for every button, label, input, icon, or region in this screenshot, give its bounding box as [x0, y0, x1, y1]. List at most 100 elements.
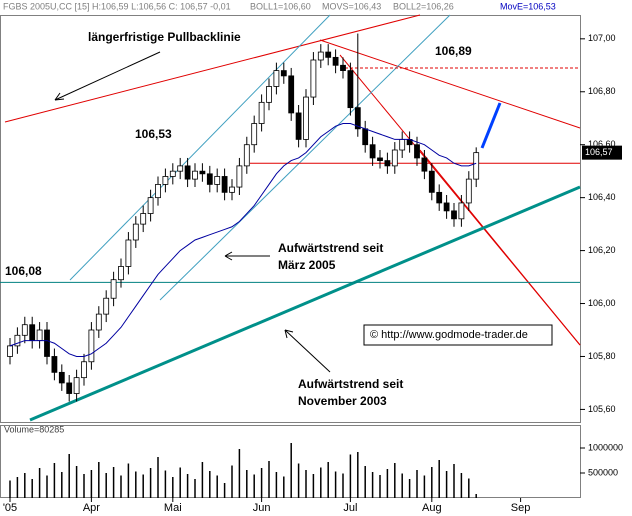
candle-body: [421, 157, 428, 172]
candle-body: [214, 176, 221, 185]
y-tick-label: 106,40: [588, 192, 616, 202]
y-tick-label: 105,80: [588, 351, 616, 361]
y-tick-label: 107,00: [588, 33, 616, 43]
candle-body: [332, 56, 339, 66]
candle-body: [221, 176, 228, 193]
candle-body: [192, 170, 198, 180]
candle-body: [7, 345, 13, 357]
candle-body: [399, 139, 406, 151]
last-price-label: 106,57: [585, 147, 613, 157]
moving-average: [9, 123, 477, 357]
volume-title: Volume=80285: [4, 424, 64, 434]
y-tick-label: 106,80: [588, 86, 616, 96]
candle-body: [280, 70, 287, 77]
annotation: Aufwärtstrend seit: [298, 377, 403, 391]
trend-lines: [4, 14, 581, 422]
candle-body: [414, 144, 420, 159]
arrow: [54, 51, 161, 101]
candle-body: [451, 210, 457, 220]
arrow-head: [284, 329, 294, 339]
trend-line: [319, 39, 581, 129]
candle-body: [206, 173, 213, 185]
annotation: längerfristige Pullbacklinie: [88, 30, 241, 44]
candle-body: [236, 165, 243, 188]
candle-body: [51, 356, 58, 373]
candle-body: [118, 266, 124, 281]
candle-body: [66, 382, 73, 394]
x-tick-label: '05: [3, 502, 17, 514]
arrow-head: [224, 251, 233, 261]
channel-line: [69, 14, 331, 281]
candle-body: [155, 184, 161, 199]
candle-body: [384, 160, 391, 167]
candle-body: [162, 176, 169, 185]
candle-body: [132, 223, 139, 241]
annotation: November 2003: [298, 394, 387, 408]
arrows: [54, 51, 331, 373]
candle-body: [103, 297, 110, 315]
candle-body: [199, 170, 206, 175]
candle-body: [317, 51, 324, 61]
candle-body: [229, 186, 235, 193]
candle-body: [362, 128, 369, 146]
candle-body: [184, 165, 191, 180]
x-tick-label: Jun: [253, 502, 271, 514]
candle-body: [125, 239, 132, 267]
candle-body: [473, 152, 480, 180]
candle-body: [110, 279, 117, 299]
candle-body: [29, 324, 36, 341]
candle-body: [465, 178, 472, 204]
level-label: 106,53: [135, 127, 172, 141]
candle-body: [325, 51, 332, 58]
copyright: © http://www.godmode-trader.de: [370, 329, 528, 341]
candle-body: [458, 202, 465, 220]
candle-body: [273, 70, 280, 87]
header: FGBS 2005U,CC [15] H:106,59 L:106,56 C: …: [3, 1, 231, 11]
y-tick-label: 106,00: [588, 298, 616, 308]
candle-body: [310, 59, 317, 98]
trend-line: [419, 149, 581, 346]
candle-body: [169, 170, 176, 177]
level-label: 106,89: [435, 44, 472, 58]
annotation: Aufwärtstrend seit: [278, 241, 383, 255]
y-tick-label: 1000000: [588, 442, 623, 452]
candle-body: [95, 313, 102, 331]
x-tick-label: Sep: [511, 502, 531, 514]
y-tick-label: 500000: [588, 467, 618, 477]
candle-body: [428, 170, 435, 193]
indicator: MOVS=106,43: [322, 1, 381, 11]
candle-body: [258, 101, 265, 124]
trend-line: [4, 14, 421, 123]
candle-body: [21, 324, 28, 336]
candle-body: [303, 96, 309, 140]
plot: [0, 33, 580, 402]
arrow: [284, 329, 331, 373]
projection: [480, 102, 502, 149]
arrow-head: [54, 92, 65, 101]
price-panel: [0, 15, 581, 423]
candle-body: [436, 191, 443, 204]
candle-body: [340, 64, 346, 71]
candle-body: [243, 144, 250, 167]
candle-body: [58, 371, 65, 384]
candle-body: [81, 361, 87, 379]
last-price-box: [582, 145, 622, 160]
channel-line: [159, 14, 451, 301]
y-tick-label: 106,60: [588, 139, 616, 149]
candle-body: [14, 334, 21, 347]
candle-body: [443, 202, 450, 212]
y-tick-label: 106,20: [588, 245, 616, 255]
candle-body: [295, 112, 302, 140]
candle-body: [288, 75, 295, 114]
annotation: März 2005: [278, 258, 336, 272]
candle-body: [377, 157, 383, 161]
candle-body: [266, 86, 272, 103]
x-tick-label: Aug: [422, 502, 442, 514]
candle-body: [347, 70, 354, 109]
trend-line: [29, 185, 581, 422]
candle-body: [88, 329, 95, 363]
x-tick-label: Apr: [83, 502, 100, 514]
copyright-box: [363, 324, 553, 346]
